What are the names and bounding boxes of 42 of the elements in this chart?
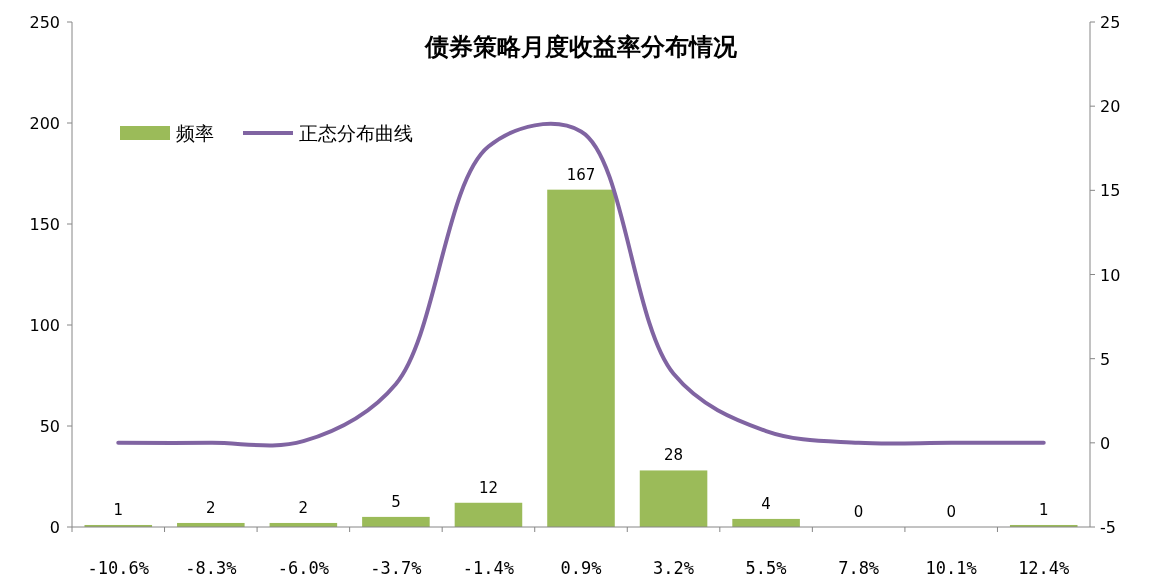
- bar: [454, 502, 523, 527]
- x-tick-label: -10.6%: [87, 558, 149, 578]
- x-tick-label: 12.4%: [1018, 558, 1070, 578]
- x-tick-label: 0.9%: [560, 558, 602, 578]
- bar: [362, 516, 430, 527]
- y2-tick-label: 5: [1100, 349, 1111, 369]
- x-tick-label: 3.2%: [653, 558, 695, 578]
- x-tick-label: -3.7%: [370, 558, 422, 578]
- data-label: 5: [391, 492, 401, 511]
- data-label: 28: [664, 446, 684, 465]
- data-label: 0: [853, 503, 864, 521]
- y-tick-label: 250: [29, 13, 60, 32]
- y-tick-label: 0: [49, 518, 60, 537]
- y2-tick-label: 15: [1100, 181, 1121, 201]
- data-label: 0: [946, 503, 956, 521]
- y-tick-label: 200: [29, 114, 60, 133]
- y2-tick-label: 0: [1100, 433, 1111, 453]
- data-label: 12: [478, 478, 498, 497]
- data-label: 1: [113, 500, 124, 519]
- x-tick-label: -1.4%: [462, 558, 515, 578]
- legend-label: 频率: [176, 122, 214, 144]
- legend-label: 正态分布曲线: [299, 122, 413, 144]
- x-tick-label: -6.0%: [277, 558, 329, 578]
- y2-tick-label: 25: [1100, 13, 1121, 32]
- x-tick-label: -8.3%: [185, 558, 237, 578]
- data-label: 167: [566, 165, 596, 184]
- y-tick-label: 50: [39, 417, 60, 436]
- text: 债券策略月度收益率分布情况: [424, 33, 738, 61]
- data-label: 1: [1038, 500, 1049, 519]
- bar: [639, 470, 708, 527]
- y2-tick-label: -5: [1100, 518, 1116, 537]
- bar: [547, 189, 615, 527]
- x-tick-label: 10.1%: [925, 558, 977, 578]
- data-label: 2: [298, 498, 309, 517]
- x-tick-label: 5.5%: [745, 558, 787, 578]
- x-tick-label: 7.8%: [838, 558, 880, 578]
- data-label: 4: [761, 494, 771, 513]
- y-tick-label: 150: [29, 215, 60, 234]
- data-label: 2: [206, 498, 216, 517]
- y-tick-label: 100: [29, 316, 60, 335]
- y2-tick-label: 20: [1100, 97, 1121, 117]
- y2-tick-label: 10: [1100, 265, 1121, 285]
